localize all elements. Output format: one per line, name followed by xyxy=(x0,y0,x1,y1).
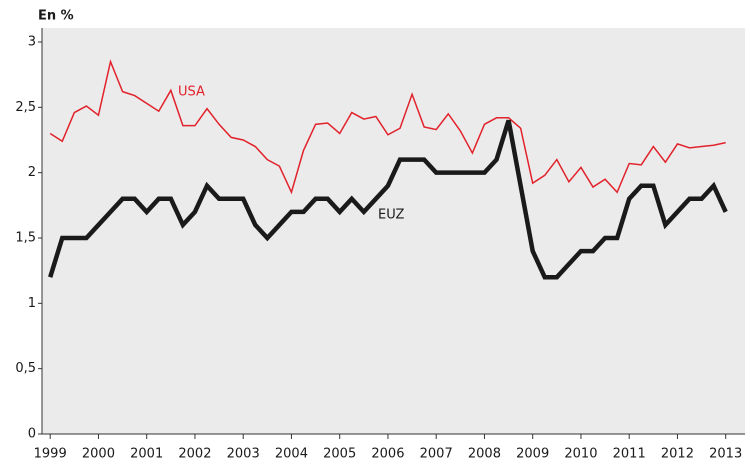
y-tick-label: 2,5 xyxy=(15,100,36,115)
x-tick-label: 2011 xyxy=(613,447,646,462)
x-tick-label: 2002 xyxy=(178,447,211,462)
y-tick-label: 3 xyxy=(28,35,36,50)
y-tick-label: 0 xyxy=(28,427,36,442)
x-tick-label: 2009 xyxy=(516,447,549,462)
y-tick-label: 1 xyxy=(28,296,36,311)
y-tick-label: 0,5 xyxy=(15,361,36,376)
chart-title: En % xyxy=(38,9,74,24)
y-tick-label: 2 xyxy=(28,165,36,180)
x-tick-label: 2007 xyxy=(420,447,453,462)
x-tick-label: 2005 xyxy=(323,447,356,462)
x-tick-label: 2012 xyxy=(661,447,694,462)
x-tick-label: 2010 xyxy=(564,447,597,462)
x-tick-label: 2003 xyxy=(227,447,260,462)
plot-background xyxy=(42,28,745,434)
series-line xyxy=(49,59,726,195)
series-label: EUZ xyxy=(378,208,405,223)
x-tick-label: 2013 xyxy=(709,447,742,462)
series-line xyxy=(48,119,728,280)
x-tick-label: 1999 xyxy=(34,447,67,462)
x-tick-label: 2000 xyxy=(82,447,115,462)
x-tick-label: 2004 xyxy=(275,447,308,462)
x-tick-label: 2006 xyxy=(371,447,404,462)
y-tick-label: 1,5 xyxy=(15,231,36,246)
x-tick-label: 2008 xyxy=(468,447,501,462)
x-tick-label: 2001 xyxy=(130,447,163,462)
series-label: USA xyxy=(178,85,205,100)
